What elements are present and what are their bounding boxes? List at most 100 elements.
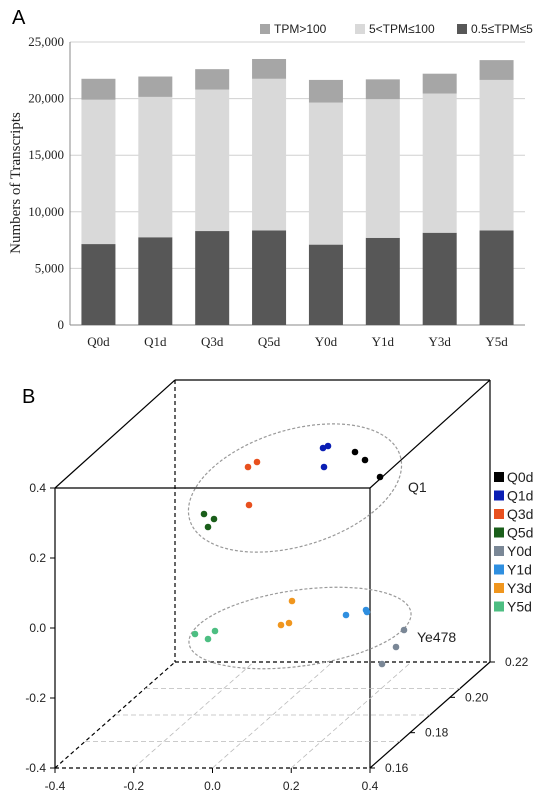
bar-segment	[81, 244, 116, 325]
bar-segment	[422, 73, 457, 94]
bar-segment	[365, 237, 400, 325]
pca-point	[204, 523, 212, 531]
x-tick-label: -0.4	[45, 779, 66, 793]
pca-point	[211, 627, 219, 635]
pca-legend: Q0d Q1d Q3d Q5d Y0d Y1d Y3d Y5d	[494, 469, 533, 615]
bar-y-tick: 0	[58, 317, 65, 332]
bar-segment	[365, 79, 400, 100]
y-tick-label: 0.4	[29, 481, 46, 495]
x-tick-label: 0.4	[362, 779, 379, 793]
pca-points	[191, 442, 408, 668]
pca-point	[191, 630, 199, 638]
pca-legend-label: Q3d	[507, 506, 533, 522]
pca-point	[361, 456, 369, 464]
pca-point	[200, 510, 208, 518]
pca-point	[253, 458, 261, 466]
pca-legend-label: Y3d	[507, 580, 532, 596]
pca-point	[210, 515, 218, 523]
bar-segment	[195, 231, 230, 325]
pca-legend-label: Y1d	[507, 562, 532, 578]
bar-segment	[365, 99, 400, 238]
floor-gridline	[290, 661, 412, 769]
bar-legend: TPM>100 5<TPM≤100 0.5≤TPM≤5	[260, 22, 533, 36]
bar-y-tick: 15,000	[28, 147, 64, 162]
pca-point	[320, 463, 328, 471]
pca-legend-label: Q1d	[507, 488, 533, 504]
bar-segment	[81, 99, 116, 245]
bar-x-tick: Y3d	[428, 334, 451, 349]
panel-a-label: A	[12, 7, 26, 29]
bar-segment	[252, 78, 287, 231]
pca-point	[324, 442, 332, 450]
pca-legend-label: Q0d	[507, 469, 533, 485]
cluster-label: Q1	[408, 479, 427, 495]
pca-point	[244, 463, 252, 471]
bar-legend-label: 5<TPM≤100	[369, 22, 435, 36]
cluster-ellipse	[188, 586, 412, 670]
bar-legend-swatch	[457, 24, 467, 34]
panel-b-label: B	[22, 386, 35, 408]
bar-gridlines	[70, 41, 525, 326]
bar-segment	[422, 93, 457, 233]
pca-legend-swatch	[494, 509, 504, 519]
pca-point	[378, 660, 386, 668]
bar-segment	[195, 69, 230, 90]
pca-legend-label: Y5d	[507, 599, 532, 615]
bar-segment	[479, 230, 514, 325]
pca-point	[363, 608, 371, 616]
x-tick-label: 0.2	[283, 779, 300, 793]
bar-segment	[138, 76, 173, 97]
bar-x-tick: Q1d	[144, 334, 167, 349]
pca-point	[319, 444, 327, 452]
y-tick-label: -0.4	[25, 761, 46, 775]
floor-gridline	[212, 661, 333, 769]
cube-edge	[54, 379, 176, 489]
bar-legend-label: TPM>100	[274, 22, 327, 36]
cluster-label: Ye478	[417, 629, 456, 645]
bar-x-tick-labels: Q0d Q1d Q3d Q5d Y0d Y1d Y3d Y5d	[87, 334, 508, 349]
z-tick-label: 0.16	[385, 761, 409, 775]
y-tick-label: 0.0	[29, 621, 46, 635]
bar-segment	[479, 60, 514, 80]
pca-legend-label: Q5d	[507, 525, 533, 541]
bar-y-tick-labels: 0 5,000 10,000 15,000 20,000 25,000	[28, 34, 64, 332]
bar-x-tick: Q5d	[258, 334, 281, 349]
pca-point	[376, 473, 384, 481]
pca-legend-swatch	[494, 472, 504, 482]
pca-cube	[54, 379, 491, 769]
bar-segment	[308, 244, 343, 325]
bar-x-tick: Q3d	[201, 334, 224, 349]
bar-segment	[138, 237, 173, 325]
cube-edge	[369, 379, 491, 489]
bar-legend-swatch	[260, 24, 270, 34]
pca-point	[351, 448, 359, 456]
pca-point	[277, 621, 285, 629]
pca-point	[245, 501, 253, 509]
pca-clusters: Q1 Ye478	[187, 423, 456, 670]
pca-point	[288, 597, 296, 605]
z-tick-label: 0.18	[425, 726, 449, 740]
bar-legend-swatch	[355, 24, 365, 34]
floor-gridline	[133, 661, 255, 769]
pca-legend-swatch	[494, 601, 504, 612]
bar-segment	[308, 79, 343, 103]
bar-bars	[81, 58, 514, 325]
pca-legend-swatch	[494, 527, 504, 538]
pca-point	[285, 619, 293, 627]
pca-point	[204, 635, 212, 643]
bar-y-tick: 5,000	[35, 260, 64, 275]
bar-segment	[479, 79, 514, 231]
bar-segment	[195, 89, 230, 232]
y-tick-label: 0.2	[29, 551, 46, 565]
x-tick-label: 0.0	[204, 779, 221, 793]
z-tick-label: 0.20	[465, 690, 489, 704]
bar-segment	[422, 232, 457, 325]
pca-legend-swatch	[494, 564, 504, 575]
cluster-ellipse	[187, 423, 403, 553]
pca-point	[392, 643, 400, 651]
bar-axes	[69, 42, 525, 326]
bar-segment	[252, 58, 287, 79]
pca-legend-swatch	[494, 546, 504, 556]
pca-point	[342, 611, 350, 619]
